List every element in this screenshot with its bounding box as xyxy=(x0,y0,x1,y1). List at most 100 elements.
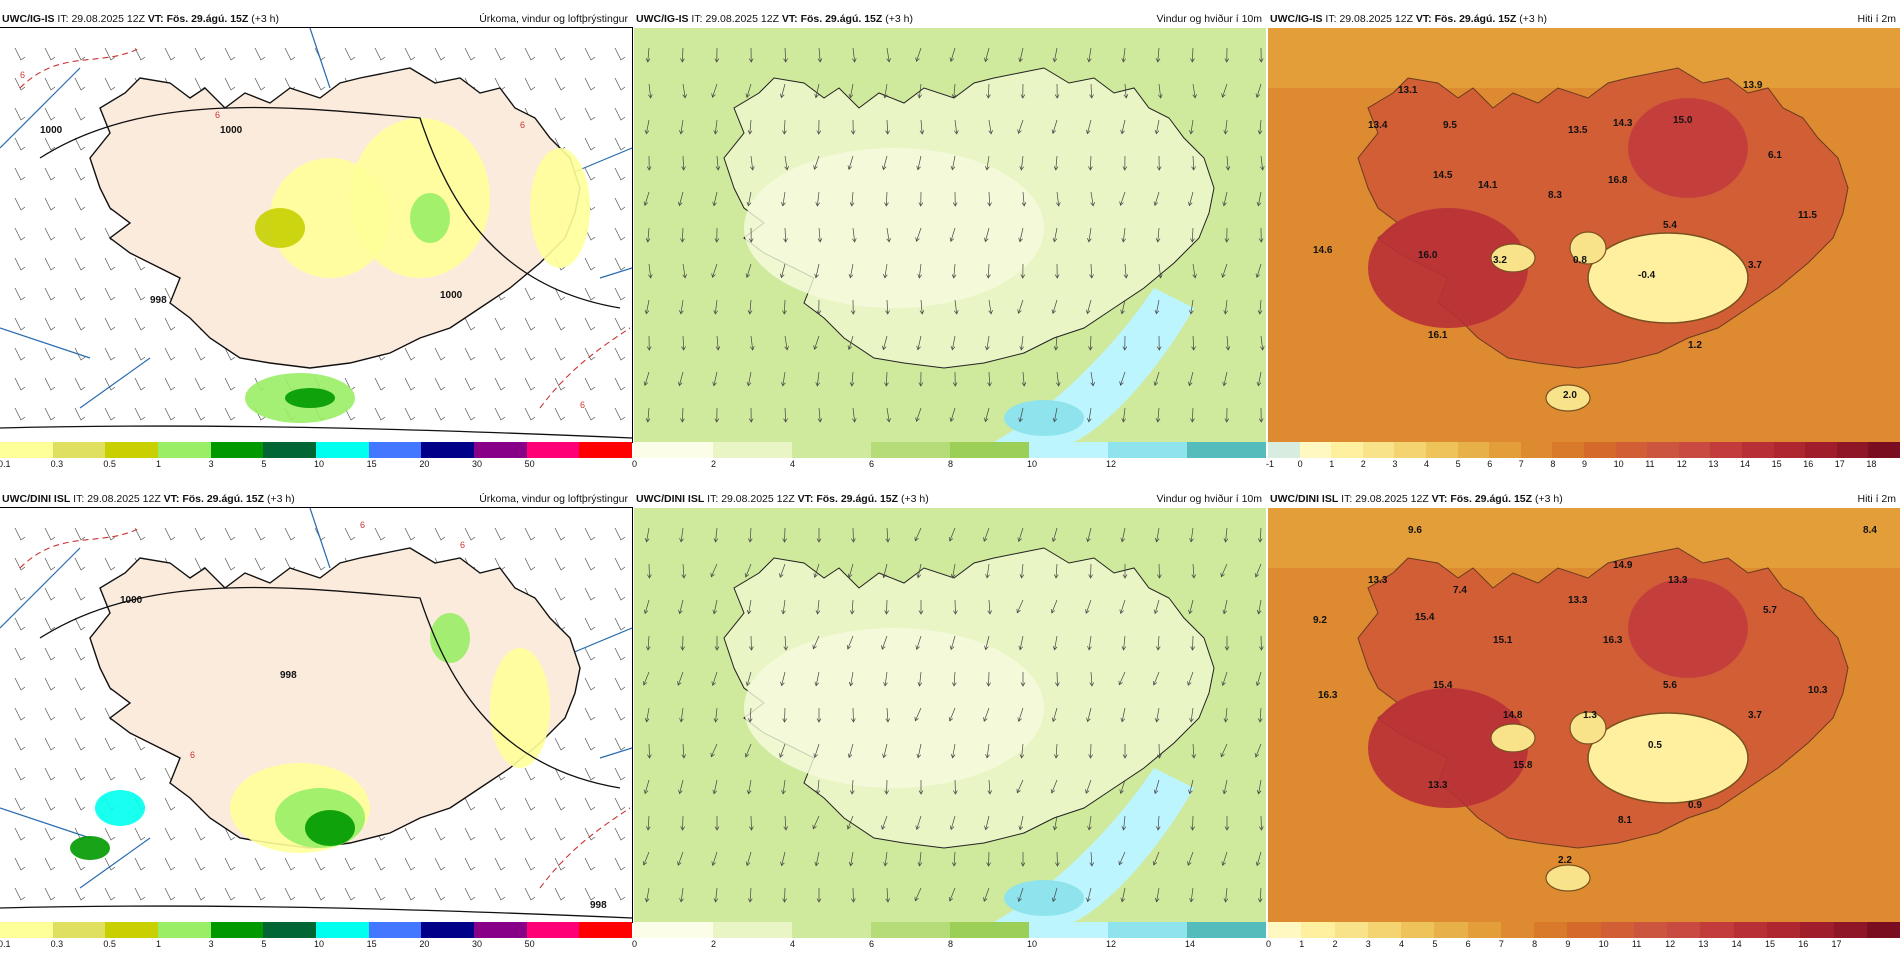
isobar-label: 1000 xyxy=(440,290,463,301)
glacier-vatnajokull xyxy=(1588,713,1748,803)
colorbar-swatch xyxy=(1458,442,1490,458)
colorbar xyxy=(0,922,632,938)
init-time: 29.08.2025 12Z xyxy=(87,493,161,505)
colorbar-tick-label: 13 xyxy=(1708,459,1718,469)
colorbar-swatch xyxy=(1647,442,1679,458)
it-label: IT: xyxy=(57,13,68,25)
colorbar-swatch xyxy=(1710,442,1742,458)
temperature-value-label: -0.4 xyxy=(1638,270,1656,281)
colorbar-swatch xyxy=(1805,442,1837,458)
colorbar-tick-label: 10 xyxy=(314,459,324,469)
colorbar-swatch xyxy=(211,922,264,938)
temperature-value-label: 5.6 xyxy=(1663,680,1677,691)
panel-title: Hiti í 2m xyxy=(1857,490,1896,508)
colorbar-tick-label: 0.5 xyxy=(103,459,116,469)
temperature-value-label: 1.3 xyxy=(1583,710,1597,721)
panel-header: UWC/IG-IS IT: 29.08.2025 12Z VT: Fös. 29… xyxy=(634,10,1266,28)
panel-title: Vindur og hviður í 10m xyxy=(1157,490,1262,508)
panel-wind-top: UWC/IG-IS IT: 29.08.2025 12Z VT: Fös. 29… xyxy=(634,10,1266,480)
isobar-label: 998 xyxy=(280,670,297,681)
north-sea-band xyxy=(1268,508,1900,568)
colorbar-swatch xyxy=(263,442,316,458)
model-name: UWC/IG-IS xyxy=(2,13,55,25)
temperature-value-label: 5.4 xyxy=(1663,220,1677,231)
colorbar-tick-label: 5 xyxy=(1432,939,1437,949)
colorbar xyxy=(1268,922,1900,938)
colorbar-tick-label: 7 xyxy=(1499,939,1504,949)
temperature-value-label: 8.3 xyxy=(1548,190,1562,201)
colorbar-tick-label: 11 xyxy=(1632,939,1641,949)
colorbar-tick-label: 1 xyxy=(156,939,161,949)
colorbar-swatch xyxy=(713,922,792,938)
colorbar-tick-label: 15 xyxy=(367,939,377,949)
colorbar-tick-label: 8 xyxy=(948,939,953,949)
temperature-value-label: 0.8 xyxy=(1573,255,1587,266)
valid-time: Fös. 29.ágú. 15Z xyxy=(167,13,249,25)
init-time: 29.08.2025 12Z xyxy=(1339,13,1413,25)
colorbar-swatch xyxy=(1800,922,1833,938)
colorbar-tick-label: 1 xyxy=(156,459,161,469)
precip-area xyxy=(305,810,355,846)
panel-header: UWC/DINI ISL IT: 29.08.2025 12Z VT: Fös.… xyxy=(0,490,632,508)
init-time: 29.08.2025 12Z xyxy=(705,13,779,25)
panel-header: UWC/IG-IS IT: 29.08.2025 12Z VT: Fös. 29… xyxy=(1268,10,1900,28)
colorbar-swatch xyxy=(1774,442,1806,458)
model-name: UWC/DINI ISL xyxy=(636,493,704,505)
colorbar-swatch xyxy=(1426,442,1458,458)
colorbar-tick-label: 0.1 xyxy=(0,939,11,949)
valid-time: Fös. 29.ágú. 15Z xyxy=(1435,13,1517,25)
temperature-value-label: 14.1 xyxy=(1478,180,1498,191)
colorbar-swatch xyxy=(1834,922,1867,938)
panel-title: Vindur og hviður í 10m xyxy=(1157,10,1262,28)
lead-offset: (+3 h) xyxy=(901,493,929,505)
colorbar-tick-label: 6 xyxy=(869,939,874,949)
colorbar-tick-label: 12 xyxy=(1106,459,1116,469)
lead-offset: (+3 h) xyxy=(1519,13,1547,25)
colorbar-swatch xyxy=(158,922,211,938)
vt-label: VT: xyxy=(782,13,798,25)
colorbar-swatch xyxy=(0,922,53,938)
contour-label: 6 xyxy=(520,120,525,130)
glacier-langjokull xyxy=(1491,724,1535,752)
colorbar-tick-label: 14 xyxy=(1185,939,1195,949)
temperature-value-label: 2.2 xyxy=(1558,855,1572,866)
colorbar-tick-label: 15 xyxy=(1765,939,1775,949)
temperature-value-label: 16.8 xyxy=(1608,175,1628,186)
colorbar-swatch xyxy=(871,922,950,938)
colorbar-swatch xyxy=(1742,442,1774,458)
temperature-value-label: 15.4 xyxy=(1415,612,1435,623)
colorbar-swatch xyxy=(53,442,106,458)
colorbar-tick-label: 6 xyxy=(869,459,874,469)
colorbar-swatch xyxy=(158,442,211,458)
temperature-value-label: 13.5 xyxy=(1568,125,1588,136)
colorbar-swatch xyxy=(1634,922,1667,938)
init-time: 29.08.2025 12Z xyxy=(721,493,795,505)
colorbar-swatch xyxy=(1468,922,1501,938)
vt-label: VT: xyxy=(1432,493,1448,505)
temperature-value-label: 14.8 xyxy=(1503,710,1523,721)
temperature-value-label: 15.4 xyxy=(1433,680,1453,691)
colorbar-swatch xyxy=(950,922,1029,938)
colorbar-tick-label: 0 xyxy=(632,939,637,949)
temperature-value-label: 13.3 xyxy=(1428,780,1448,791)
colorbar-tick-label: 14 xyxy=(1740,459,1750,469)
colorbar-tick-label: 0.5 xyxy=(103,939,116,949)
colorbar-tick-label: 2 xyxy=(711,459,716,469)
colorbar-tick-label: 10 xyxy=(1614,459,1624,469)
colorbar-tick-label: 12 xyxy=(1106,939,1116,949)
lead-offset: (+3 h) xyxy=(251,13,279,25)
colorbar-tick-label: 30 xyxy=(472,939,482,949)
colorbar-swatch xyxy=(1501,922,1534,938)
colorbar-tick-label: 2 xyxy=(1333,939,1338,949)
colorbar-tick-label: 12 xyxy=(1677,459,1687,469)
colorbar-swatch xyxy=(1268,442,1300,458)
colorbar-tick-label: 10 xyxy=(314,939,324,949)
temperature-value-label: 14.9 xyxy=(1613,560,1633,571)
panel-precip-bottom: UWC/DINI ISL IT: 29.08.2025 12Z VT: Fös.… xyxy=(0,490,632,960)
colorbar-swatch xyxy=(1335,922,1368,938)
colorbar-tick-label: 0.3 xyxy=(51,459,64,469)
wind-map xyxy=(634,508,1266,922)
